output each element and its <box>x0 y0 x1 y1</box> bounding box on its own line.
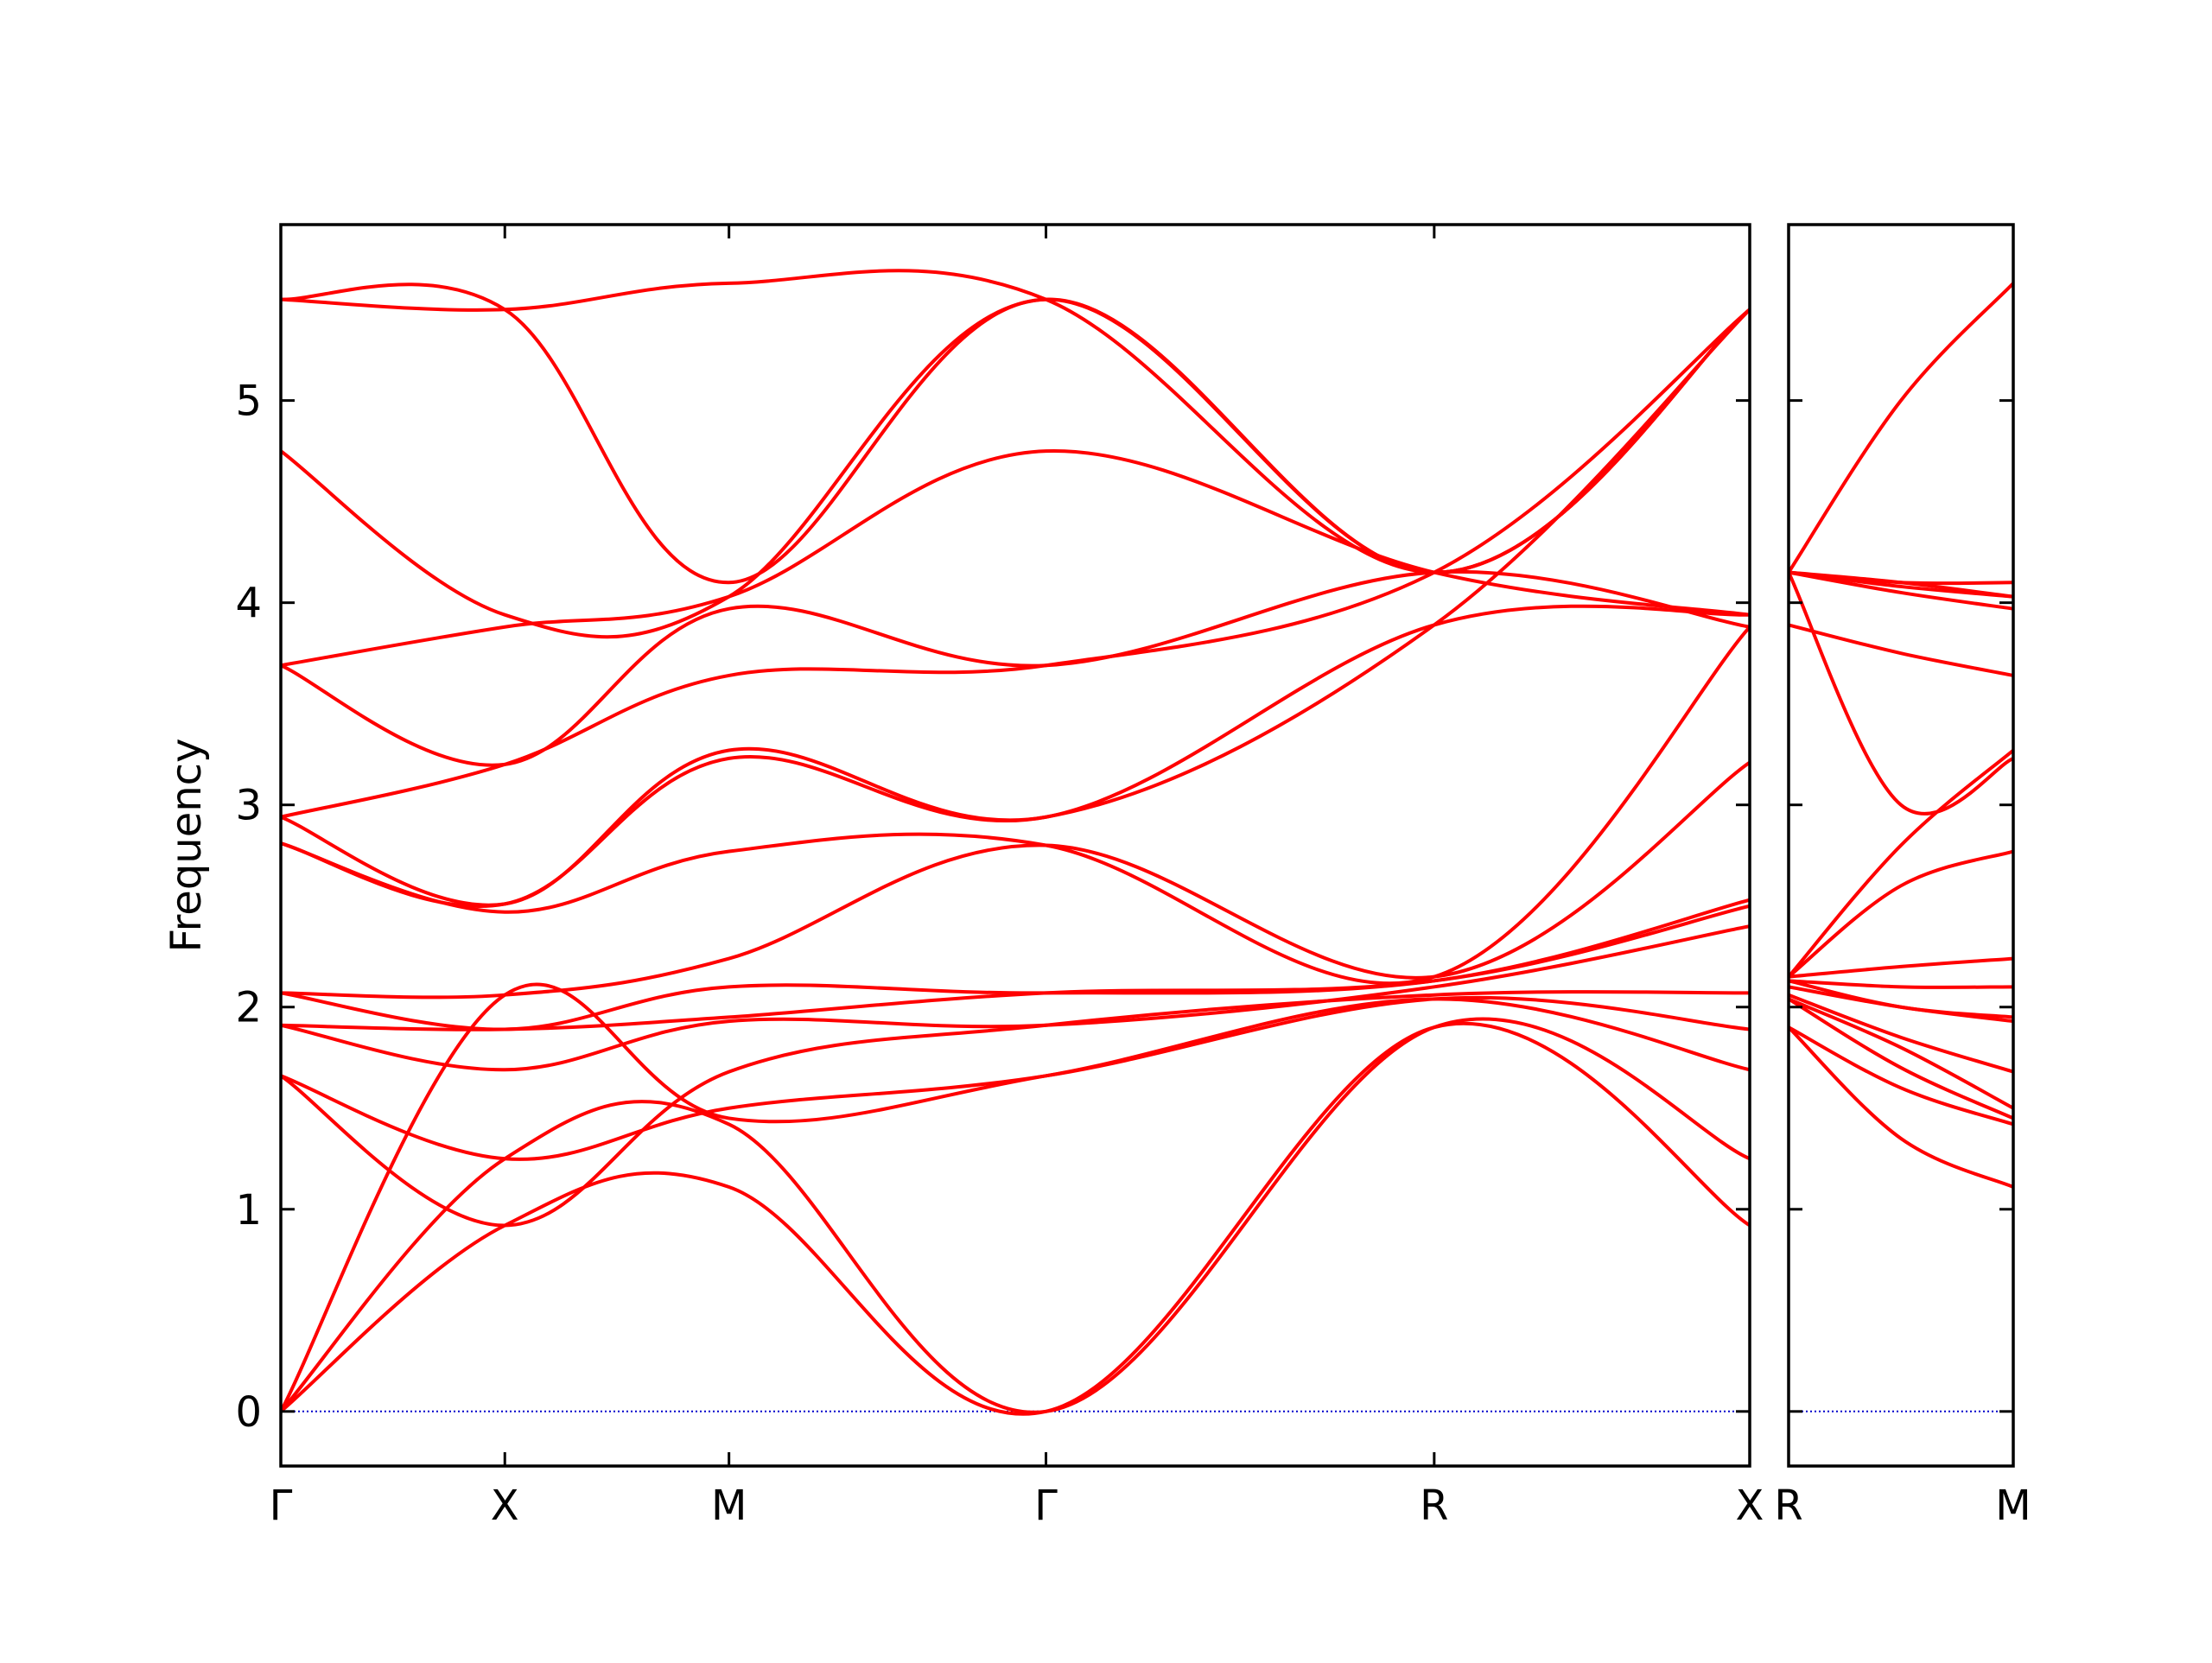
band-line-left-18 <box>281 269 1750 574</box>
panel-left: 0 1 2 3 4 5 Γ X M Γ R X Frequency <box>162 223 1764 1530</box>
band-line-left-12 <box>281 308 1750 907</box>
band-line-right-18 <box>1789 570 2013 611</box>
band-line-right-16 <box>1789 570 2013 586</box>
band-line-left-10 <box>281 625 1750 986</box>
band-line-left-11 <box>281 604 1750 909</box>
band-line-right-2 <box>1789 1025 2013 1127</box>
xtick-label-right-1: M <box>1995 1482 2031 1530</box>
band-line-right-4 <box>1789 997 2013 1110</box>
ytick-label-2: 2 <box>235 984 262 1032</box>
band-line-left-16 <box>281 297 1750 639</box>
band-line-left-9 <box>281 760 1750 1000</box>
band-line-left-7 <box>281 904 1750 1031</box>
ytick-label-5: 5 <box>235 378 262 426</box>
band-line-right-8 <box>1789 979 2013 989</box>
xtick-label-right-0: R <box>1774 1482 1802 1530</box>
plot-frame-right <box>1787 223 2015 1468</box>
band-line-left-14 <box>281 569 1750 767</box>
xtick-label-left-3: Γ <box>1034 1482 1058 1530</box>
band-line-right-3 <box>1789 997 2013 1120</box>
band-line-left-2 <box>281 1017 1750 1414</box>
y-axis-label: Frequency <box>162 739 211 953</box>
xtick-label-left-0: Γ <box>270 1482 293 1530</box>
xtick-label-left-4: R <box>1420 1482 1448 1530</box>
band-line-right-17 <box>1789 281 2013 574</box>
xtick-label-left-1: X <box>491 1482 519 1530</box>
series-group-left <box>281 269 1750 1416</box>
ytick-label-0: 0 <box>235 1388 262 1437</box>
band-line-right-1 <box>1789 1025 2013 1190</box>
band-line-right-9 <box>1789 956 2013 979</box>
xtick-label-left-2: M <box>711 1482 747 1530</box>
band-line-right-11 <box>1789 623 2013 677</box>
band-line-right-5 <box>1789 993 2013 1074</box>
band-line-right-10 <box>1789 849 2013 979</box>
ytick-label-4: 4 <box>235 580 262 628</box>
band-line-right-15 <box>1789 748 2013 979</box>
ytick-label-1: 1 <box>235 1186 262 1235</box>
band-line-right-14 <box>1789 570 2013 816</box>
series-group-right <box>1789 281 2013 1190</box>
band-line-left-4 <box>281 995 1750 1161</box>
band-line-left-6 <box>281 924 1750 1072</box>
band-line-left-8 <box>281 898 1750 1031</box>
band-line-left-3 <box>281 982 1750 1413</box>
band-line-left-5 <box>281 990 1750 1228</box>
band-line-left-13 <box>281 308 1750 819</box>
xtick-label-left-5: X <box>1736 1482 1764 1530</box>
plot-frame-left <box>279 223 1751 1468</box>
ytick-label-3: 3 <box>235 782 262 830</box>
band-line-right-7 <box>1789 979 2013 1019</box>
band-line-left-15 <box>281 449 1750 668</box>
